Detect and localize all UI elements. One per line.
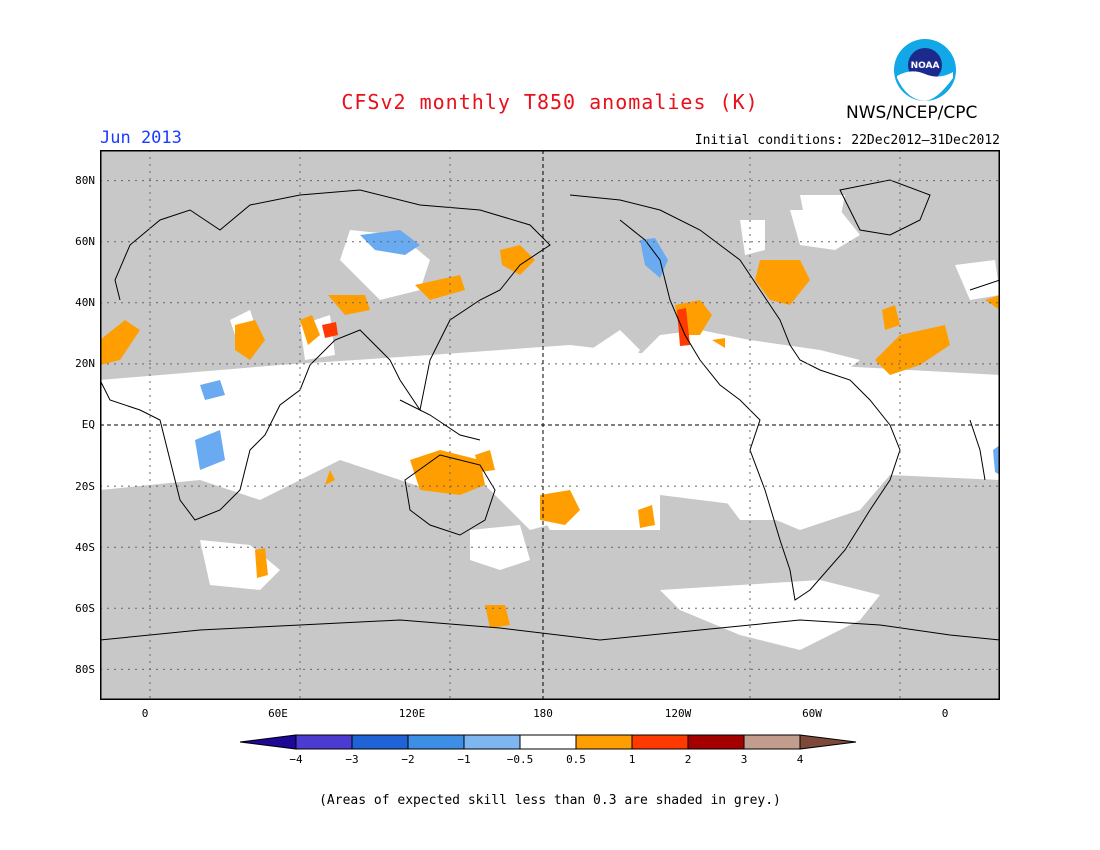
colorbar-cell — [743, 734, 801, 750]
logo-text: NOAA — [911, 61, 940, 71]
lat-label-40n: 40N — [75, 296, 95, 309]
lat-label-60s: 60S — [75, 602, 95, 615]
organization-label: NWS/NCEP/CPC — [846, 103, 978, 123]
colorbar-cell — [519, 734, 577, 750]
colorbar-cell — [295, 734, 353, 750]
cool-anomaly-patches — [195, 230, 1000, 475]
lon-label-120e: 120E — [398, 707, 426, 720]
lon-label-60w: 60W — [802, 707, 822, 720]
lon-label-60e: 60E — [268, 707, 288, 720]
colorbar-cell — [240, 734, 297, 750]
forecast-month: Jun 2013 — [100, 128, 182, 148]
colorbar-cell — [463, 734, 521, 750]
lon-label-0-right: 0 — [941, 707, 949, 720]
lat-label-40s: 40S — [75, 541, 95, 554]
colorbar-tick-label: 4 — [796, 753, 804, 766]
lat-label-60n: 60N — [75, 235, 95, 248]
lat-label-eq: EQ — [81, 418, 95, 431]
lat-label-80s: 80S — [75, 663, 95, 676]
colorbar-cell — [799, 734, 857, 750]
lon-label-0: 0 — [141, 707, 149, 720]
colorbar — [240, 734, 857, 750]
colorbar-tick-label: −4 — [289, 753, 303, 766]
colorbar-cell — [631, 734, 689, 750]
colorbar-cell — [687, 734, 745, 750]
chart-title: CFSv2 monthly T850 anomalies (K) — [341, 90, 759, 114]
colorbar-cell — [407, 734, 465, 750]
lon-label-180: 180 — [533, 707, 553, 720]
footnote: (Areas of expected skill less than 0.3 a… — [319, 793, 781, 808]
anomaly-map — [100, 150, 1000, 700]
lat-label-20s: 20S — [75, 480, 95, 493]
noaa-logo-icon: NOAA — [894, 39, 956, 101]
colorbar-tick-label: 0.5 — [566, 753, 586, 766]
colorbar-tick-label: −3 — [345, 753, 359, 766]
lat-label-20n: 20N — [75, 357, 95, 370]
initial-conditions: Initial conditions: 22Dec2012–31Dec2012 — [694, 133, 1000, 148]
colorbar-tick-label: 3 — [740, 753, 748, 766]
colorbar-tick-label: 2 — [684, 753, 692, 766]
colorbar-tick-label: 1 — [628, 753, 636, 766]
lat-label-80n: 80N — [75, 174, 95, 187]
colorbar-cell — [351, 734, 409, 750]
colorbar-tick-label: −0.5 — [506, 753, 534, 766]
lon-label-120w: 120W — [664, 707, 692, 720]
colorbar-cell — [575, 734, 633, 750]
equator-dateline — [100, 150, 1000, 700]
strong-warm-patches — [322, 308, 690, 346]
colorbar-tick-label: −2 — [401, 753, 415, 766]
colorbar-tick-label: −1 — [457, 753, 471, 766]
